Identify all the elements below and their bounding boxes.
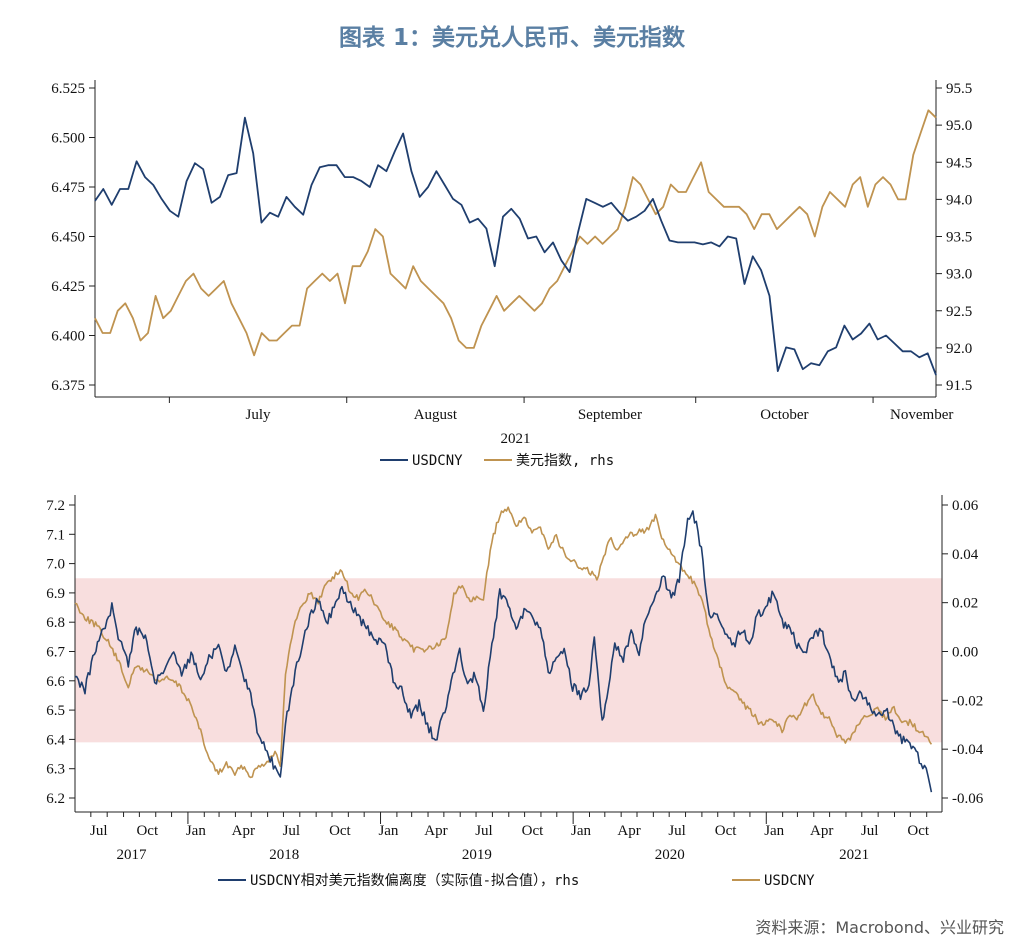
top-left-tick-label: 6.450 [51, 230, 85, 246]
top-right-tick-label: 93.5 [946, 230, 972, 246]
bottom-right-tick-label: -0.02 [952, 693, 983, 709]
bottom-left-tick-label: 6.7 [46, 645, 65, 661]
top-legend-dxy-label: 美元指数, rhs [516, 453, 614, 469]
top-x-tick-label: July [246, 407, 272, 423]
top-right-tick-label: 95.5 [946, 81, 972, 97]
top-x-tick-label: October [760, 407, 808, 423]
bottom-x-tick-label: Apr [617, 823, 640, 839]
bottom-right-tick-label: -0.06 [952, 791, 984, 807]
bottom-left-tick-label: 6.6 [46, 674, 65, 690]
top-right-tick-label: 93.0 [946, 267, 972, 283]
bottom-left-tick-label: 7.2 [46, 498, 65, 514]
bottom-x-tick-label: Jul [668, 823, 686, 839]
top-x-tick-label: August [414, 407, 458, 423]
bottom-x-tick-label: Oct [522, 823, 544, 839]
bottom-x-tick-label: Jan [764, 823, 784, 839]
bottom-left-tick-label: 6.8 [46, 615, 65, 631]
bottom-x-tick-label: Jan [571, 823, 591, 839]
bottom-x-tick-label: Jul [283, 823, 301, 839]
top-left-tick-label: 6.525 [51, 81, 85, 97]
bottom-deviation-line [74, 506, 933, 779]
top-right-tick-label: 92.0 [946, 341, 972, 357]
source-note: 资料来源：Macrobond、兴业研究 [755, 918, 1004, 937]
bottom-x-tick-label: Oct [136, 823, 158, 839]
bottom-x-year-label: 2020 [655, 847, 685, 863]
top-legend-usdcny-label: USDCNY [412, 453, 463, 469]
top-left-tick-label: 6.500 [51, 131, 85, 147]
bottom-x-year-label: 2017 [116, 847, 147, 863]
bottom-band [75, 578, 942, 743]
top-right-tick-label: 94.5 [946, 155, 972, 171]
bottom-x-tick-label: Oct [907, 823, 929, 839]
bottom-x-year-label: 2018 [269, 847, 299, 863]
bottom-right-tick-label: 0.04 [952, 547, 979, 563]
bottom-x-tick-label: Jul [90, 823, 108, 839]
bottom-x-tick-label: Oct [715, 823, 737, 839]
top-x-year-label: 2021 [501, 431, 531, 447]
bottom-left-tick-label: 7.1 [46, 527, 65, 543]
top-left-tick-label: 6.425 [51, 279, 85, 295]
bottom-left-tick-label: 6.3 [46, 762, 65, 778]
bottom-left-tick-label: 6.5 [46, 703, 65, 719]
top-right-tick-label: 91.5 [946, 378, 972, 394]
bottom-right-tick-label: 0.02 [952, 596, 978, 612]
bottom-right-tick-label: 0.00 [952, 645, 978, 661]
bottom-left-tick-label: 6.4 [46, 732, 65, 748]
top-x-tick-label: September [578, 407, 642, 423]
top-usdcny-line [94, 116, 937, 376]
bottom-right-tick-label: -0.04 [952, 742, 984, 758]
bottom-x-tick-label: Jan [378, 823, 398, 839]
bottom-x-tick-label: Jul [861, 823, 879, 839]
bottom-right-tick-label: 0.06 [952, 498, 979, 514]
bottom-left-tick-label: 7.0 [46, 557, 65, 573]
top-left-tick-label: 6.375 [51, 378, 85, 394]
top-right-tick-label: 95.0 [946, 118, 972, 134]
bottom-x-year-label: 2019 [462, 847, 492, 863]
bottom-left-tick-label: 6.9 [46, 586, 65, 602]
top-left-tick-label: 6.400 [51, 329, 85, 345]
bottom-x-tick-label: Apr [810, 823, 833, 839]
bottom-x-year-label: 2021 [839, 847, 869, 863]
top-x-tick-label: November [890, 407, 953, 423]
bottom-usdcny-line [74, 510, 933, 793]
top-right-tick-label: 94.0 [946, 192, 972, 208]
bottom-x-tick-label: Oct [329, 823, 351, 839]
bottom-legend-usdcny-label: USDCNY [764, 873, 815, 889]
top-right-tick-label: 92.5 [946, 304, 972, 320]
bottom-x-tick-label: Jan [186, 823, 206, 839]
bottom-x-tick-label: Apr [232, 823, 255, 839]
top-left-tick-label: 6.475 [51, 180, 85, 196]
bottom-left-tick-label: 6.2 [46, 791, 65, 807]
top-dxy-line [94, 109, 937, 357]
bottom-x-tick-label: Jul [475, 823, 493, 839]
bottom-legend-deviation-label: USDCNY相对美元指数偏离度（实际值-拟合值），rhs [250, 872, 579, 889]
chart-title: 图表 1：美元兑人民币、美元指数 [338, 25, 685, 51]
bottom-x-tick-label: Apr [424, 823, 447, 839]
